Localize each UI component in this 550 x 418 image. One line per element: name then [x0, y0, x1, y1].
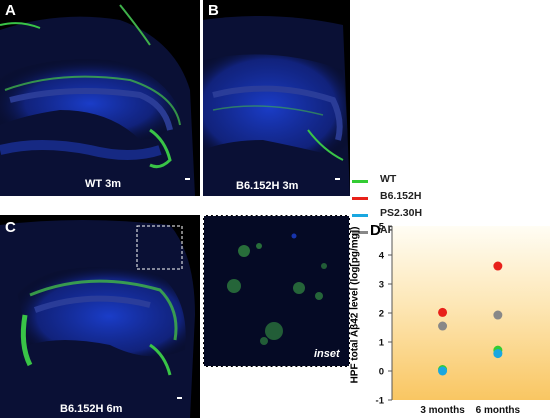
scale-bar-c	[177, 397, 182, 399]
y-tick-label: 0	[379, 367, 384, 378]
micrograph-panel-b: B B6.152H 3m	[203, 0, 350, 196]
legend-swatch	[352, 180, 368, 183]
y-tick-label: 3	[379, 280, 384, 291]
micrograph-inset-panel: inset	[203, 215, 350, 367]
plot-background	[392, 226, 550, 400]
legend-label: WT	[380, 173, 397, 185]
legend-label: B6.152H	[380, 190, 422, 202]
panel-label-c: C	[5, 219, 16, 236]
data-point	[493, 261, 503, 271]
y-tick-label: -1	[376, 396, 385, 407]
panel-caption-c: B6.152H 6m	[60, 403, 123, 415]
legend-label: PS2.30H	[380, 207, 423, 219]
legend-swatch	[352, 231, 368, 234]
data-point	[438, 365, 448, 375]
y-tick-label: 1	[379, 338, 385, 349]
micrograph-panel-c: C B6.152H 6m	[0, 215, 200, 418]
inset-caption: inset	[314, 348, 340, 360]
x-tick-label: 6 months	[476, 405, 521, 416]
hippocampus-image-b	[203, 16, 350, 196]
inset-marker	[136, 225, 183, 270]
data-point	[493, 349, 503, 359]
micrograph-panel-a: A WT 3m	[0, 0, 200, 196]
hippocampus-image-c	[0, 220, 195, 418]
inset-image	[204, 216, 349, 366]
y-axis-label: HPF total Aβ42 level (log[pg/mg])	[349, 226, 361, 384]
panel-caption-a: WT 3m	[85, 178, 122, 190]
data-point	[493, 310, 503, 320]
data-point	[438, 321, 448, 331]
y-tick-label: 2	[379, 309, 384, 320]
y-tick-label: 4	[379, 251, 385, 262]
legend-label: APPSwe	[380, 224, 423, 236]
legend-swatch	[352, 214, 368, 217]
legend-swatch	[352, 197, 368, 200]
scale-bar-b	[335, 178, 340, 180]
scale-bar-a	[185, 178, 190, 180]
hippocampus-image-a	[0, 4, 195, 196]
panel-caption-b: B6.152H 3m	[236, 180, 299, 192]
panel-label-d: D	[370, 222, 381, 239]
data-point	[438, 366, 448, 376]
data-point	[438, 307, 448, 317]
data-point	[493, 345, 503, 355]
panel-label-b: B	[208, 2, 219, 19]
panel-label-a: A	[5, 2, 16, 19]
x-tick-label: 3 months	[420, 405, 465, 416]
